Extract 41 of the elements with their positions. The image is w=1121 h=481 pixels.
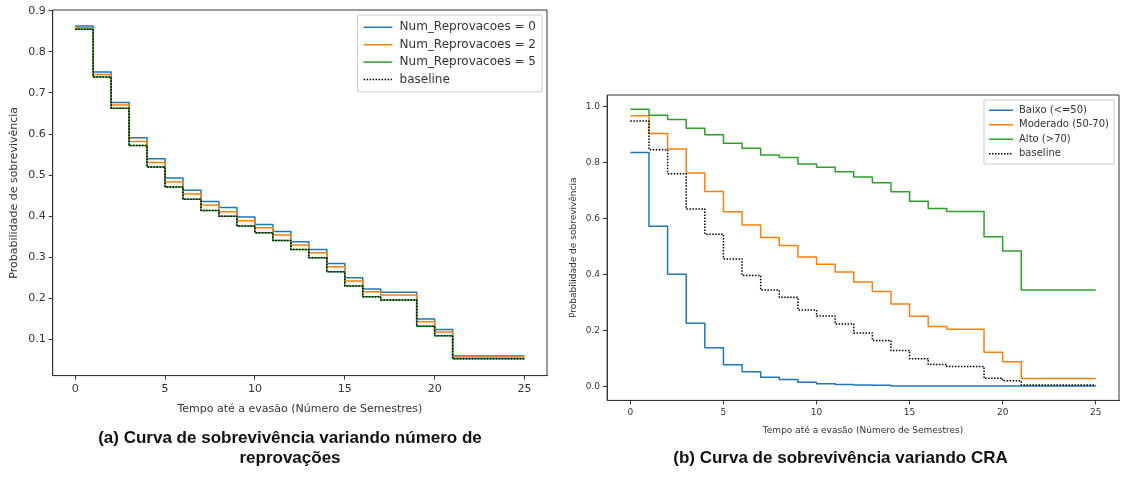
- x-tick-label: 20: [427, 382, 442, 396]
- x-tick-label: 15: [337, 382, 352, 396]
- y-axis-title: Probabilidade de sobrevivência: [7, 106, 21, 279]
- text: (b) Curva de sobrevivência variando CRA: [672, 448, 1009, 468]
- x-axis-title: Tempo até a evasão (Número de Semestres): [176, 402, 423, 416]
- x-axis-title: Tempo até a evasão (Número de Semestres): [761, 424, 964, 435]
- x-tick-label: 5: [161, 382, 169, 396]
- y-tick-label: 0.8: [585, 156, 601, 167]
- y-tick-label: 0.6: [585, 212, 601, 223]
- x-tick-label: 5: [720, 407, 727, 418]
- x-tick-label: 10: [810, 407, 823, 418]
- y-tick-label: 0.8: [28, 44, 46, 58]
- legend-label: baseline: [399, 71, 450, 86]
- legend-label: Moderado (50-70): [1019, 118, 1110, 130]
- legend-label: Num_Reprovacoes = 0: [399, 19, 537, 34]
- legend-label: Baixo (<=50): [1019, 103, 1088, 115]
- legend-label: Num_Reprovacoes = 5: [399, 54, 537, 69]
- y-axis-title: Probabilidade de sobrevivência: [567, 177, 578, 318]
- x-tick-label: 15: [903, 407, 916, 418]
- y-tick-label: 0.2: [28, 291, 46, 305]
- y-tick-label: 0.0: [585, 380, 601, 391]
- y-tick-label: 0.2: [585, 324, 601, 335]
- y-tick-label: 0.4: [28, 209, 46, 223]
- x-tick-label: 0: [627, 407, 634, 418]
- text: (a) Curva de sobrevivência variando número de reprovações: [97, 428, 483, 468]
- x-tick-label: 0: [71, 382, 79, 396]
- legend-label: baseline: [1019, 147, 1061, 159]
- y-tick-label: 1.0: [585, 100, 601, 111]
- x-tick-label: 25: [1090, 407, 1102, 418]
- x-tick-label: 20: [996, 407, 1009, 418]
- x-tick-label: 10: [247, 382, 262, 396]
- y-tick-label: 0.6: [28, 126, 46, 140]
- legend-label: Num_Reprovacoes = 2: [399, 36, 537, 51]
- y-tick-label: 0.4: [585, 268, 601, 279]
- y-tick-label: 0.3: [28, 250, 46, 264]
- y-tick-label: 0.1: [28, 332, 46, 346]
- y-tick-label: 0.7: [28, 85, 46, 99]
- legend-label: Alto (>70): [1019, 132, 1071, 144]
- x-tick-label: 25: [517, 382, 532, 396]
- y-tick-label: 0.5: [28, 168, 46, 181]
- y-tick-label: 0.9: [28, 3, 46, 17]
